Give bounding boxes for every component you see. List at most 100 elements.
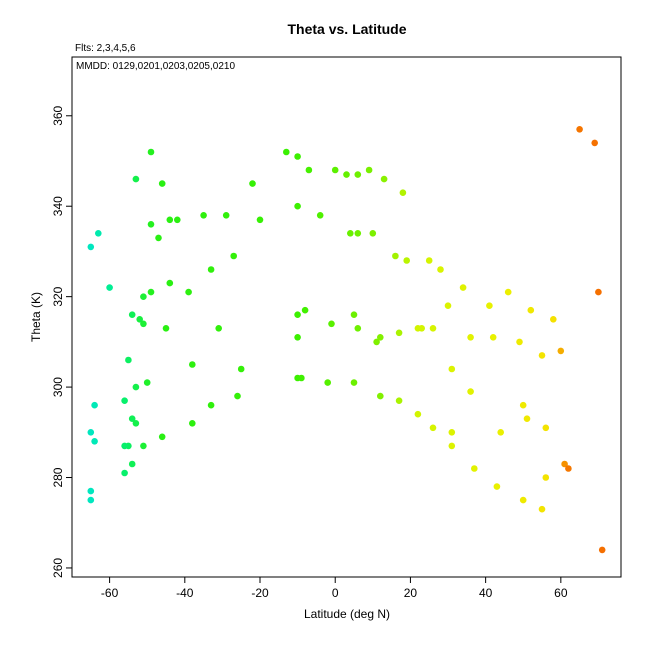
data-point [132, 383, 140, 391]
data-point [493, 483, 501, 490]
data-point [354, 230, 362, 237]
data-point [121, 442, 128, 450]
data-point [516, 338, 523, 346]
data-point [467, 388, 474, 395]
data-point [294, 334, 301, 341]
data-point [486, 302, 493, 310]
data-point [377, 392, 384, 400]
data-point [166, 216, 174, 224]
data-point [121, 469, 128, 477]
data-point [565, 465, 572, 472]
x-tick-label: 60 [554, 586, 568, 600]
data-point [166, 279, 174, 287]
data-point [343, 171, 350, 178]
data-point [215, 325, 222, 332]
data-point [437, 266, 444, 273]
data-point [448, 442, 456, 450]
data-point [256, 216, 264, 224]
data-point [301, 306, 309, 314]
y-tick-label: 260 [51, 558, 65, 578]
data-point [471, 465, 478, 472]
y-axis: 260 280 300 320 340 360 [51, 105, 72, 578]
data-point [527, 306, 535, 314]
data-point [429, 325, 437, 332]
data-point [162, 325, 170, 332]
data-point [414, 410, 422, 418]
data-point [132, 175, 140, 183]
data-point [128, 460, 136, 468]
data-point [128, 311, 136, 319]
data-point [538, 352, 546, 359]
data-point [87, 496, 95, 504]
data-point [147, 288, 155, 296]
data-point [350, 379, 358, 386]
data-point [200, 212, 207, 219]
data-point [155, 234, 162, 242]
data-point [459, 284, 467, 291]
data-point [298, 374, 305, 382]
data-point [143, 379, 151, 386]
data-point [147, 221, 155, 228]
data-point [121, 397, 128, 405]
flights-annotation: Flts: 2,3,4,5,6 [75, 43, 136, 54]
data-point [354, 325, 362, 332]
data-point [234, 392, 241, 400]
data-point [350, 311, 358, 319]
x-tick-label: 40 [479, 586, 493, 600]
data-point [125, 356, 132, 364]
data-point [222, 212, 230, 219]
data-point [140, 442, 147, 450]
data-point [395, 397, 403, 405]
data-point [189, 420, 196, 427]
y-tick-label: 300 [51, 377, 65, 397]
data-point [392, 252, 399, 260]
data-point [316, 212, 324, 219]
data-point [283, 148, 290, 156]
data-point [519, 496, 527, 504]
data-point [324, 379, 332, 386]
data-point [128, 415, 136, 423]
data-point [591, 139, 598, 147]
data-point [576, 126, 583, 133]
data-point [91, 401, 98, 409]
data-point [294, 153, 301, 160]
data-point [377, 334, 384, 341]
data-point [523, 415, 531, 423]
data-point [448, 365, 456, 373]
data-point [380, 175, 388, 183]
data-point [158, 433, 166, 441]
data-point [294, 311, 301, 319]
y-tick-label: 320 [51, 286, 65, 306]
data-point [598, 546, 606, 554]
data-point [561, 460, 568, 468]
x-tick-label: -20 [251, 586, 269, 600]
data-point [403, 257, 411, 264]
data-point [369, 230, 377, 237]
data-point [550, 316, 557, 323]
data-point [189, 361, 196, 368]
data-points [87, 126, 606, 554]
y-tick-label: 280 [51, 467, 65, 487]
data-point [95, 230, 102, 237]
x-tick-label: -60 [101, 586, 119, 600]
data-point [399, 189, 407, 196]
data-point [106, 284, 113, 291]
data-point [158, 180, 166, 187]
data-point [448, 429, 456, 436]
data-point [207, 266, 215, 273]
data-point [174, 216, 181, 224]
data-point [395, 329, 403, 337]
data-point [207, 401, 215, 409]
data-point [230, 252, 237, 260]
data-point [354, 171, 362, 178]
data-point [87, 243, 95, 251]
data-point [331, 166, 339, 174]
data-point [87, 487, 95, 495]
chart-title: Theta vs. Latitude [287, 21, 406, 37]
data-point [519, 401, 527, 409]
y-tick-label: 340 [51, 196, 65, 216]
plot-frame [71, 56, 622, 578]
data-point [595, 288, 602, 296]
x-tick-label: 20 [404, 586, 418, 600]
